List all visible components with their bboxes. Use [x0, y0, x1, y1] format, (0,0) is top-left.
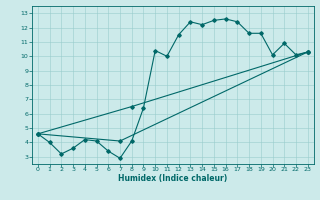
X-axis label: Humidex (Indice chaleur): Humidex (Indice chaleur) — [118, 174, 228, 183]
